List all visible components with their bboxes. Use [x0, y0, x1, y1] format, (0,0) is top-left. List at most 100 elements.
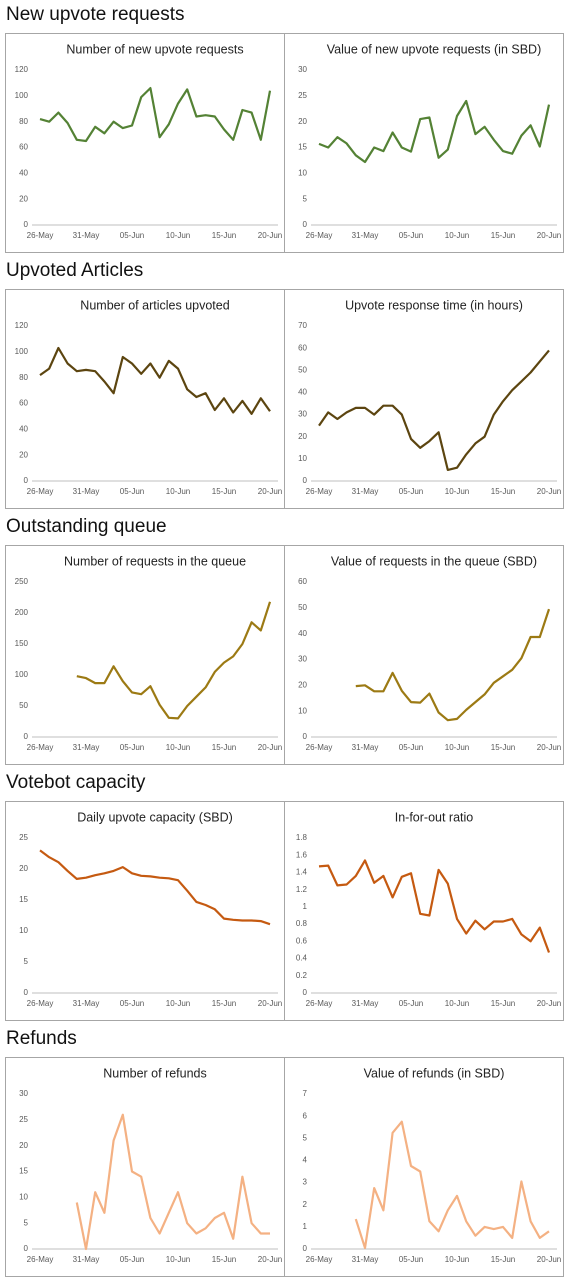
x-tick-label: 31-May: [352, 743, 379, 752]
x-tick-label: 15-Jun: [491, 1255, 515, 1264]
x-tick-label: 15-Jun: [491, 487, 515, 496]
y-tick-label: 20: [19, 450, 28, 459]
x-tick-label: 26-May: [27, 1255, 54, 1264]
y-tick-label: 120: [15, 65, 29, 74]
chart-title: Number of refunds: [103, 1066, 207, 1080]
y-tick-label: 150: [15, 639, 29, 648]
y-tick-label: 15: [19, 895, 28, 904]
y-tick-label: 100: [15, 91, 29, 100]
y-tick-label: 30: [298, 410, 307, 419]
y-tick-label: 0: [303, 988, 308, 997]
y-tick-label: 30: [298, 65, 307, 74]
x-tick-label: 05-Jun: [399, 231, 423, 240]
data-line: [76, 601, 272, 720]
x-tick-label: 20-Jun: [258, 1255, 282, 1264]
chart-title: Value of requests in the queue (SBD): [331, 554, 537, 568]
data-line: [75, 1113, 270, 1251]
x-tick-label: 15-Jun: [212, 1255, 236, 1264]
y-tick-label: 20: [19, 864, 28, 873]
y-tick-label: 30: [19, 1089, 28, 1098]
x-tick-label: 20-Jun: [537, 743, 561, 752]
x-tick-label: 20-Jun: [537, 231, 561, 240]
y-tick-label: 0.8: [296, 919, 308, 928]
y-tick-label: 40: [298, 629, 307, 638]
y-tick-label: 7: [303, 1089, 308, 1098]
x-tick-label: 31-May: [73, 743, 100, 752]
y-tick-label: 40: [19, 424, 28, 433]
x-tick-label: 05-Jun: [120, 999, 144, 1008]
x-tick-label: 20-Jun: [537, 999, 561, 1008]
x-tick-label: 15-Jun: [491, 231, 515, 240]
x-tick-label: 15-Jun: [212, 487, 236, 496]
y-tick-label: 120: [15, 321, 29, 330]
y-tick-label: 250: [15, 577, 29, 586]
y-tick-label: 10: [298, 454, 307, 463]
y-tick-label: 10: [298, 706, 307, 715]
x-tick-label: 31-May: [352, 999, 379, 1008]
data-line: [39, 87, 272, 143]
x-tick-label: 05-Jun: [399, 999, 423, 1008]
x-tick-label: 26-May: [306, 999, 333, 1008]
y-tick-label: 10: [19, 926, 28, 935]
x-tick-label: 20-Jun: [537, 487, 561, 496]
y-tick-label: 0: [24, 1244, 29, 1253]
y-tick-label: 0: [24, 220, 29, 229]
x-tick-label: 15-Jun: [491, 743, 515, 752]
y-tick-label: 3: [303, 1178, 308, 1187]
data-line: [318, 349, 550, 471]
y-tick-label: 1.6: [296, 850, 308, 859]
y-tick-label: 30: [298, 655, 307, 664]
y-tick-label: 2: [303, 1200, 308, 1209]
y-tick-label: 0: [303, 220, 308, 229]
y-tick-label: 70: [298, 321, 307, 330]
y-tick-label: 1: [303, 902, 308, 911]
y-tick-label: 50: [298, 603, 307, 612]
x-tick-label: 10-Jun: [445, 487, 469, 496]
y-tick-label: 5: [303, 1133, 308, 1142]
x-tick-label: 20-Jun: [258, 487, 282, 496]
y-tick-label: 80: [19, 117, 28, 126]
x-tick-label: 15-Jun: [212, 999, 236, 1008]
y-tick-label: 0.6: [296, 936, 308, 945]
y-tick-label: 0: [24, 476, 29, 485]
x-tick-label: 15-Jun: [212, 743, 236, 752]
chart-title: Value of new upvote requests (in SBD): [327, 42, 541, 56]
x-tick-label: 26-May: [27, 743, 54, 752]
section-heading: Refunds: [6, 1028, 77, 1049]
chart-title: Upvote response time (in hours): [345, 298, 523, 312]
x-tick-label: 10-Jun: [445, 999, 469, 1008]
y-tick-label: 50: [19, 701, 28, 710]
y-tick-label: 1.2: [296, 885, 308, 894]
x-tick-label: 10-Jun: [445, 743, 469, 752]
y-tick-label: 100: [15, 347, 29, 356]
y-tick-label: 25: [19, 833, 28, 842]
chart-title: Number of new upvote requests: [66, 42, 243, 56]
y-tick-label: 0: [24, 988, 29, 997]
y-tick-label: 25: [298, 91, 307, 100]
y-tick-label: 60: [19, 399, 28, 408]
x-tick-label: 05-Jun: [120, 231, 144, 240]
x-tick-label: 10-Jun: [445, 1255, 469, 1264]
x-tick-label: 31-May: [352, 1255, 379, 1264]
y-tick-label: 1.8: [296, 833, 308, 842]
y-tick-label: 0: [24, 732, 29, 741]
y-tick-label: 10: [298, 168, 307, 177]
x-tick-label: 26-May: [27, 999, 54, 1008]
y-tick-label: 10: [19, 1192, 28, 1201]
y-tick-label: 60: [298, 577, 307, 586]
x-tick-label: 05-Jun: [120, 1255, 144, 1264]
x-tick-label: 10-Jun: [445, 231, 469, 240]
y-tick-label: 60: [19, 143, 28, 152]
x-tick-label: 10-Jun: [166, 487, 190, 496]
x-tick-label: 26-May: [306, 487, 333, 496]
y-tick-label: 20: [19, 194, 28, 203]
y-tick-label: 20: [298, 432, 307, 441]
x-tick-label: 31-May: [352, 487, 379, 496]
y-tick-label: 0: [303, 476, 308, 485]
x-tick-label: 26-May: [27, 231, 54, 240]
x-tick-label: 05-Jun: [399, 1255, 423, 1264]
y-tick-label: 60: [298, 343, 307, 352]
chart-title: Number of requests in the queue: [64, 554, 246, 568]
